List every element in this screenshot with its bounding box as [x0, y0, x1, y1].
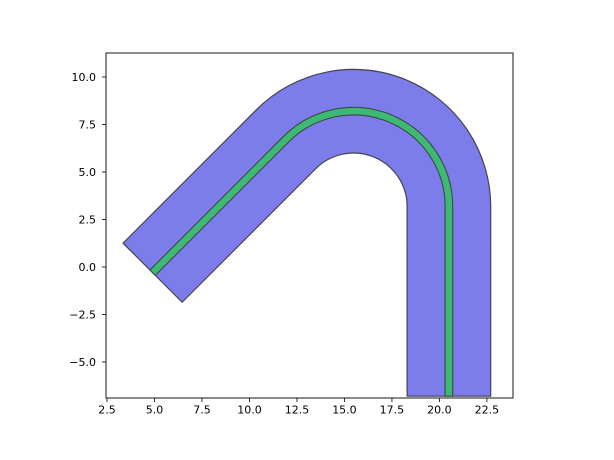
road-band — [122, 68, 492, 397]
y-tick-label: 7.5 — [79, 118, 97, 131]
x-tick-label: 2.5 — [98, 404, 116, 417]
y-tick-label: 0.0 — [79, 261, 97, 274]
y-tick-label: 5.0 — [79, 166, 97, 179]
x-tick-label: 7.5 — [193, 404, 211, 417]
x-tick-label: 5.0 — [146, 404, 164, 417]
x-tick-label: 22.5 — [475, 404, 500, 417]
axes-spines — [105, 52, 514, 399]
x-tick-label: 20.0 — [427, 404, 452, 417]
x-tick-label: 12.5 — [285, 404, 310, 417]
x-tick-label: 15.0 — [332, 404, 357, 417]
y-tick-label: −2.5 — [69, 308, 96, 321]
x-tick-label: 10.0 — [237, 404, 262, 417]
y-tick-label: 2.5 — [79, 213, 97, 226]
x-tick-label: 17.5 — [380, 404, 405, 417]
centerline-band — [149, 106, 454, 397]
y-tick-label: 10.0 — [72, 71, 97, 84]
y-tick-label: −5.0 — [69, 356, 96, 369]
